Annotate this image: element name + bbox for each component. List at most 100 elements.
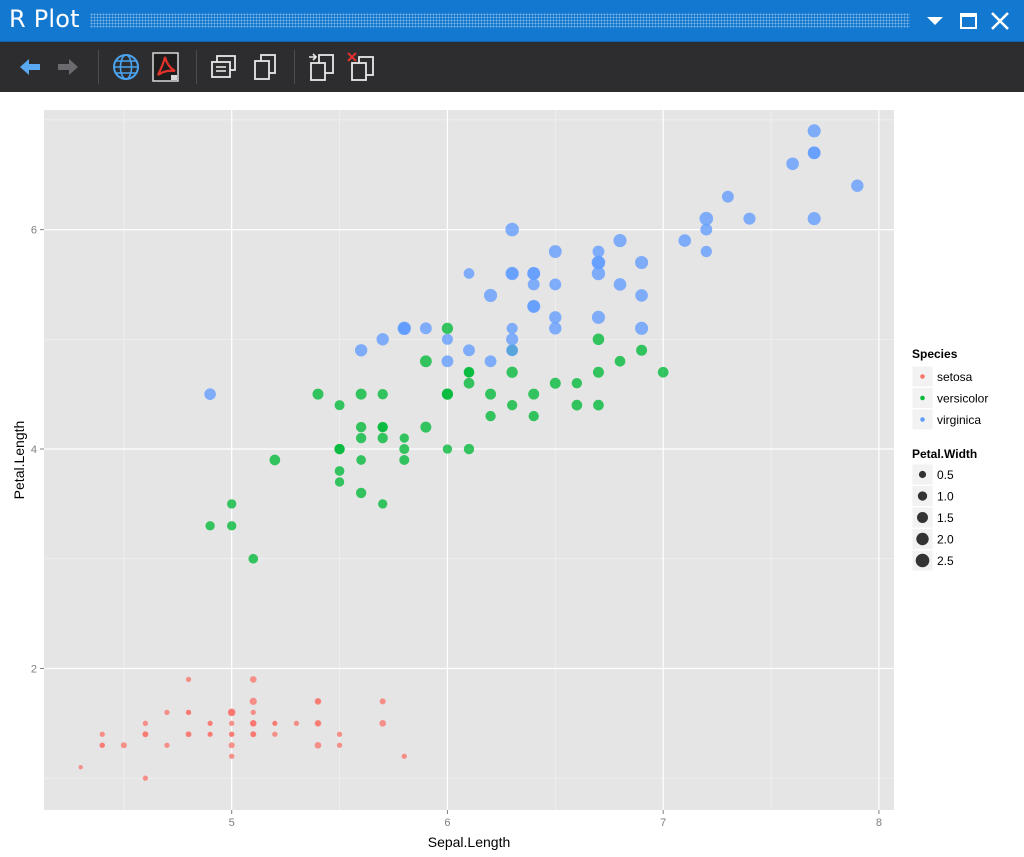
data-point-virginica [592, 245, 605, 258]
data-point-virginica [527, 267, 541, 280]
data-point-versicolor [485, 388, 497, 400]
data-point-virginica [613, 234, 627, 248]
data-point-setosa [207, 732, 213, 737]
x-tick-label: 8 [876, 817, 882, 829]
data-point-virginica [635, 321, 649, 335]
legend-size-label: 2.0 [937, 533, 954, 547]
data-point-virginica [700, 245, 712, 258]
browser-button[interactable] [110, 51, 142, 83]
data-point-versicolor [355, 421, 367, 433]
data-point-virginica [613, 278, 627, 291]
title-bar-grip[interactable] [90, 13, 910, 28]
legend-size-label: 2.5 [937, 554, 954, 568]
data-point-setosa [250, 731, 257, 738]
plot-toolbar [0, 42, 1024, 92]
data-point-setosa [229, 720, 235, 726]
data-point-virginica [700, 223, 713, 236]
data-point-versicolor [636, 344, 648, 356]
data-point-virginica [506, 344, 519, 357]
data-point-versicolor [442, 444, 453, 454]
title-bar: R Plot [0, 0, 1024, 42]
back-button[interactable] [14, 51, 46, 83]
data-point-versicolor [593, 399, 604, 411]
legend-swatch-versicolor [920, 395, 925, 401]
data-point-versicolor [419, 355, 432, 368]
forward-button[interactable] [52, 51, 84, 83]
legend: Species setosa versicolor virginica Petal.Wi… [911, 347, 988, 572]
data-point-versicolor [377, 388, 388, 400]
remove-plot-button[interactable] [346, 51, 378, 83]
pdf-icon [152, 52, 179, 82]
maximize-button[interactable] [955, 8, 981, 34]
data-point-setosa [250, 709, 256, 715]
y-axis-title: Petal.Length [11, 421, 27, 500]
data-point-versicolor [334, 477, 345, 487]
data-point-versicolor [355, 487, 367, 499]
window-title: R Plot [9, 5, 80, 33]
data-point-virginica [441, 333, 453, 345]
data-point-versicolor [441, 388, 454, 400]
triangle-down-icon [927, 17, 943, 25]
data-point-versicolor [592, 333, 605, 346]
data-point-setosa [314, 741, 322, 749]
data-point-setosa [315, 698, 321, 705]
copy-bitmap-button[interactable] [249, 51, 281, 83]
data-point-versicolor [441, 322, 454, 334]
y-tick-label: 2 [31, 663, 37, 675]
copy-bitmap-icon [254, 54, 276, 80]
remove-icon [347, 52, 374, 81]
data-point-setosa [164, 742, 170, 748]
data-point-virginica [354, 344, 368, 357]
legend-label-versicolor: versicolor [937, 392, 988, 406]
data-point-versicolor [334, 466, 345, 476]
x-tick-label: 6 [444, 817, 450, 829]
data-point-versicolor [592, 366, 604, 378]
data-point-virginica [463, 344, 475, 357]
data-point-versicolor [528, 388, 540, 400]
data-point-versicolor [463, 377, 475, 389]
major-gridlines [44, 110, 894, 810]
data-point-versicolor [227, 521, 237, 531]
data-point-versicolor [269, 454, 281, 466]
data-point-setosa [336, 731, 343, 737]
x-tick-label: 7 [660, 817, 666, 829]
window-menu-button[interactable] [922, 8, 948, 34]
x-tick-label: 5 [229, 817, 235, 829]
data-point-setosa [314, 720, 322, 727]
data-point-setosa [142, 720, 149, 726]
data-point-setosa [228, 742, 235, 749]
data-point-setosa [227, 708, 236, 717]
data-point-versicolor [312, 388, 324, 400]
data-point-setosa [293, 720, 300, 726]
export-plot-button[interactable] [306, 51, 338, 83]
plot-area: 5 6 7 8 2 4 6 Sepal.Length Petal.Length Specie… [0, 92, 1024, 857]
axis-ticks: 5 6 7 8 2 4 6 [31, 225, 882, 829]
data-point-versicolor [377, 432, 388, 444]
arrow-left-icon [20, 59, 40, 75]
export-pdf-button[interactable] [150, 51, 182, 83]
data-point-virginica [721, 190, 734, 203]
data-point-versicolor [571, 378, 583, 389]
data-point-setosa [336, 742, 343, 748]
data-point-versicolor [334, 400, 345, 411]
copy-metafile-icon [211, 55, 236, 78]
data-point-setosa [401, 753, 407, 759]
data-point-setosa [120, 742, 127, 749]
data-point-versicolor [399, 444, 410, 455]
data-point-versicolor [528, 410, 539, 422]
data-point-virginica [851, 179, 864, 192]
data-point-versicolor [549, 377, 561, 389]
data-point-versicolor [506, 366, 518, 378]
legend-size-swatch [917, 491, 928, 501]
data-point-versicolor [355, 388, 367, 400]
close-button[interactable] [987, 8, 1013, 34]
data-point-setosa [229, 731, 235, 737]
legend-size-swatch [917, 512, 928, 523]
data-point-setosa [272, 731, 278, 737]
data-point-virginica [549, 311, 562, 324]
copy-metafile-button[interactable] [208, 51, 240, 83]
x-axis-title: Sepal.Length [428, 834, 511, 850]
legend-swatch-virginica [920, 417, 925, 422]
data-point-setosa [250, 720, 256, 726]
data-point-versicolor [614, 355, 626, 367]
